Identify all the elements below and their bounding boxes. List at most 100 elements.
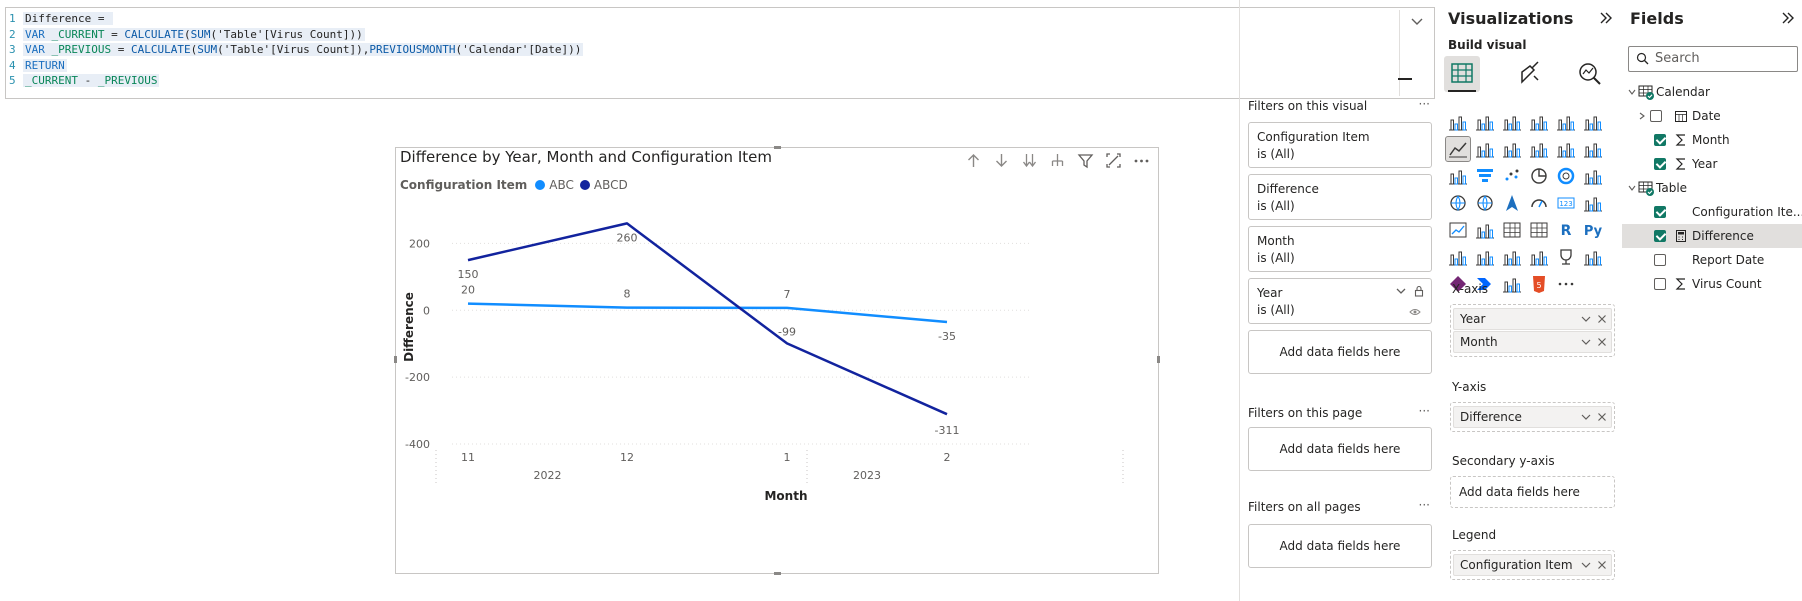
- ribbon-chart-icon[interactable]: [1581, 137, 1605, 161]
- field-checkbox[interactable]: [1650, 110, 1662, 122]
- gauge-icon[interactable]: [1527, 191, 1551, 215]
- narrative-icon[interactable]: [1527, 245, 1551, 269]
- chevron-down-icon[interactable]: [1628, 184, 1636, 192]
- filter-card-configuration-item[interactable]: Configuration Item is (All): [1248, 122, 1432, 168]
- field-checkbox[interactable]: [1654, 278, 1666, 290]
- format-visual-tab[interactable]: [1512, 56, 1548, 92]
- field-table-calendar[interactable]: Calendar: [1622, 80, 1802, 104]
- r-script-icon[interactable]: R: [1554, 218, 1578, 242]
- power-automate-icon[interactable]: [1473, 272, 1497, 296]
- paginated-report-icon[interactable]: [1581, 245, 1605, 269]
- filter-card-difference[interactable]: Difference is (All): [1248, 174, 1432, 220]
- remove-field-icon[interactable]: [1597, 314, 1607, 324]
- field-item[interactable]: Year: [1622, 152, 1802, 176]
- field-pill[interactable]: Difference: [1453, 406, 1612, 428]
- field-checkbox[interactable]: [1654, 158, 1666, 170]
- resize-handle[interactable]: [394, 356, 397, 363]
- filter-icon[interactable]: [1077, 152, 1094, 169]
- stacked-column-icon[interactable]: [1473, 110, 1497, 134]
- field-table-table[interactable]: Table: [1622, 176, 1802, 200]
- pie-icon[interactable]: [1527, 164, 1551, 188]
- field-checkbox[interactable]: [1654, 254, 1666, 266]
- kpi-icon[interactable]: [1446, 218, 1470, 242]
- matrix-icon[interactable]: [1527, 218, 1551, 242]
- multi-row-card-icon[interactable]: [1581, 191, 1605, 215]
- more-visuals-icon[interactable]: [1554, 272, 1578, 296]
- map-icon[interactable]: [1446, 191, 1470, 215]
- python-icon[interactable]: Py: [1581, 218, 1605, 242]
- analytics-tab[interactable]: [1572, 56, 1608, 92]
- expand-next-level-icon[interactable]: [1021, 152, 1038, 169]
- collapse-pane-icon[interactable]: [1780, 10, 1796, 26]
- eye-icon[interactable]: [1409, 307, 1421, 317]
- remove-field-icon[interactable]: [1597, 337, 1607, 347]
- table-icon[interactable]: [1500, 218, 1524, 242]
- more-options-icon[interactable]: [1133, 152, 1150, 169]
- scatter-icon[interactable]: [1500, 164, 1524, 188]
- dax-scrollbar[interactable]: [1399, 10, 1400, 96]
- stacked-bar-icon[interactable]: [1446, 110, 1470, 134]
- field-pill[interactable]: Year: [1453, 308, 1612, 330]
- expand-hierarchy-icon[interactable]: [1049, 152, 1066, 169]
- lock-icon[interactable]: [1413, 285, 1425, 297]
- drill-up-icon[interactable]: [965, 152, 982, 169]
- add-data-fields-visual[interactable]: Add data fields here: [1248, 330, 1432, 374]
- field-well-x-axis[interactable]: Year Month: [1450, 304, 1615, 357]
- field-checkbox[interactable]: [1654, 230, 1666, 242]
- azure-map-icon[interactable]: [1500, 191, 1524, 215]
- chevron-down-icon[interactable]: [1581, 337, 1591, 347]
- slicer-icon[interactable]: [1473, 218, 1497, 242]
- dax-line[interactable]: 5 _CURRENT - _PREVIOUS: [6, 72, 160, 90]
- dax-line[interactable]: 3 VAR _PREVIOUS = CALCULATE(SUM('Table'[V…: [6, 41, 584, 59]
- legend-item-abcd[interactable]: ABCD: [593, 178, 628, 192]
- chevron-down-icon[interactable]: [1581, 412, 1591, 422]
- field-pill[interactable]: Configuration Item: [1453, 554, 1612, 576]
- clustered-column-icon[interactable]: [1527, 110, 1551, 134]
- chevron-down-icon[interactable]: [1410, 14, 1424, 28]
- more-options-icon[interactable]: ···: [1418, 404, 1430, 418]
- field-item[interactable]: Virus Count: [1622, 272, 1802, 296]
- filter-card-month[interactable]: Month is (All): [1248, 226, 1432, 272]
- field-item[interactable]: Report Date: [1622, 248, 1802, 272]
- focus-mode-icon[interactable]: [1105, 152, 1122, 169]
- field-well-legend[interactable]: Configuration Item: [1450, 550, 1615, 580]
- field-well-secondary-y-axis[interactable]: Add data fields here: [1450, 476, 1615, 508]
- line-chart-visual[interactable]: 200 0 -200 -400 Difference 11 12 1 2 2022 2023 Mont…: [394, 146, 1160, 575]
- clustered-bar-icon[interactable]: [1500, 110, 1524, 134]
- more-options-icon[interactable]: ···: [1418, 498, 1430, 512]
- chevron-down-icon[interactable]: [1581, 560, 1591, 570]
- remove-field-icon[interactable]: [1597, 412, 1607, 422]
- resize-handle[interactable]: [1157, 356, 1160, 363]
- decomposition-tree-icon[interactable]: [1473, 245, 1497, 269]
- chevron-down-icon[interactable]: [1395, 285, 1407, 297]
- dax-line[interactable]: 4 RETURN: [6, 57, 67, 75]
- add-data-fields-all-pages[interactable]: Add data fields here: [1248, 524, 1432, 568]
- stacked-area-icon[interactable]: [1500, 137, 1524, 161]
- field-item[interactable]: Configuration Ite...: [1622, 200, 1802, 224]
- funnel-icon[interactable]: [1473, 164, 1497, 188]
- remove-field-icon[interactable]: [1597, 560, 1607, 570]
- field-checkbox[interactable]: [1654, 134, 1666, 146]
- metrics-icon[interactable]: [1554, 245, 1578, 269]
- card-icon[interactable]: 123: [1554, 191, 1578, 215]
- field-pill[interactable]: Month: [1453, 331, 1612, 353]
- donut-icon[interactable]: [1554, 164, 1578, 188]
- line-column-icon[interactable]: [1527, 137, 1551, 161]
- field-well-y-axis[interactable]: Difference: [1450, 402, 1615, 432]
- more-options-icon[interactable]: ···: [1418, 97, 1430, 111]
- arcgis-icon[interactable]: [1500, 272, 1524, 296]
- field-checkbox[interactable]: [1654, 206, 1666, 218]
- key-influencers-icon[interactable]: [1446, 245, 1470, 269]
- chevron-right-icon[interactable]: [1638, 112, 1646, 120]
- add-data-fields-page[interactable]: Add data fields here: [1248, 427, 1432, 471]
- waterfall-icon[interactable]: [1446, 164, 1470, 188]
- area-chart-icon[interactable]: [1473, 137, 1497, 161]
- power-apps-icon[interactable]: [1446, 272, 1470, 296]
- 100-bar-icon[interactable]: [1554, 110, 1578, 134]
- 100-column-icon[interactable]: [1581, 110, 1605, 134]
- minimize-icon[interactable]: [1398, 78, 1412, 80]
- resize-handle[interactable]: [774, 572, 781, 575]
- dax-line[interactable]: 2 VAR _CURRENT = CALCULATE(SUM('Table'[Vi…: [6, 26, 365, 44]
- fields-search-input[interactable]: Search: [1628, 46, 1798, 72]
- filled-map-icon[interactable]: [1473, 191, 1497, 215]
